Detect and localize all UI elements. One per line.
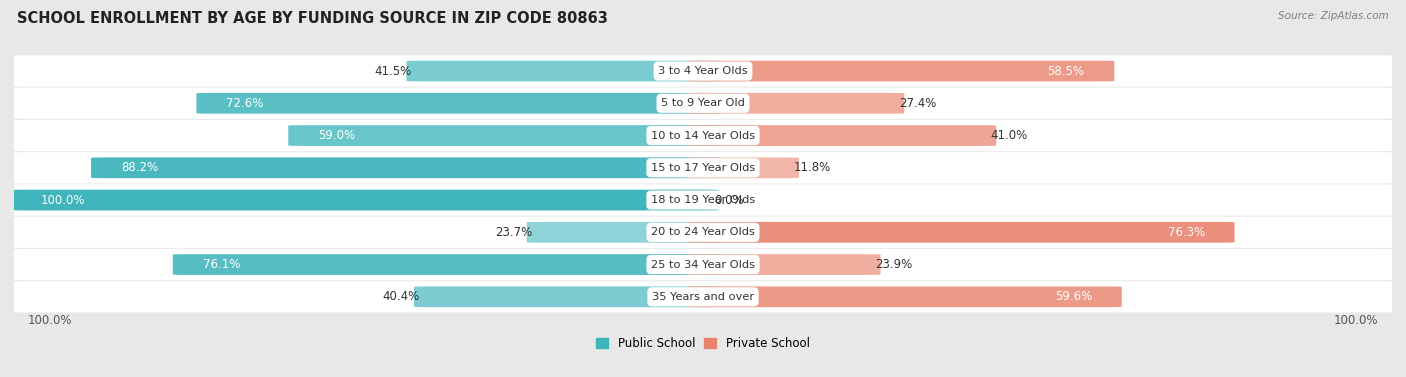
FancyBboxPatch shape: [406, 61, 720, 81]
Text: 5 to 9 Year Old: 5 to 9 Year Old: [661, 98, 745, 108]
Text: 23.9%: 23.9%: [875, 258, 912, 271]
Text: 41.5%: 41.5%: [374, 64, 412, 78]
FancyBboxPatch shape: [7, 152, 1399, 184]
FancyBboxPatch shape: [288, 125, 720, 146]
Text: 76.3%: 76.3%: [1167, 226, 1205, 239]
Legend: Public School, Private School: Public School, Private School: [592, 332, 814, 355]
Text: 27.4%: 27.4%: [898, 97, 936, 110]
Text: Source: ZipAtlas.com: Source: ZipAtlas.com: [1278, 11, 1389, 21]
Text: 0.0%: 0.0%: [714, 193, 744, 207]
FancyBboxPatch shape: [7, 55, 1399, 87]
Text: 76.1%: 76.1%: [202, 258, 240, 271]
FancyBboxPatch shape: [686, 287, 1122, 307]
FancyBboxPatch shape: [686, 93, 904, 114]
FancyBboxPatch shape: [173, 254, 720, 275]
Text: 23.7%: 23.7%: [495, 226, 531, 239]
FancyBboxPatch shape: [7, 184, 1399, 216]
Text: 72.6%: 72.6%: [226, 97, 263, 110]
Text: 35 Years and over: 35 Years and over: [652, 292, 754, 302]
Text: 3 to 4 Year Olds: 3 to 4 Year Olds: [658, 66, 748, 76]
FancyBboxPatch shape: [686, 61, 1115, 81]
Text: 59.6%: 59.6%: [1054, 290, 1092, 303]
FancyBboxPatch shape: [686, 125, 995, 146]
FancyBboxPatch shape: [7, 87, 1399, 119]
Text: SCHOOL ENROLLMENT BY AGE BY FUNDING SOURCE IN ZIP CODE 80863: SCHOOL ENROLLMENT BY AGE BY FUNDING SOUR…: [17, 11, 607, 26]
FancyBboxPatch shape: [686, 158, 799, 178]
FancyBboxPatch shape: [686, 222, 1234, 243]
FancyBboxPatch shape: [7, 217, 1399, 248]
FancyBboxPatch shape: [413, 287, 720, 307]
Text: 41.0%: 41.0%: [991, 129, 1028, 142]
FancyBboxPatch shape: [11, 190, 720, 210]
FancyBboxPatch shape: [91, 158, 720, 178]
Text: 11.8%: 11.8%: [793, 161, 831, 174]
FancyBboxPatch shape: [527, 222, 720, 243]
FancyBboxPatch shape: [7, 281, 1399, 313]
Text: 88.2%: 88.2%: [121, 161, 157, 174]
Text: 10 to 14 Year Olds: 10 to 14 Year Olds: [651, 130, 755, 141]
Text: 100.0%: 100.0%: [41, 193, 86, 207]
Text: 20 to 24 Year Olds: 20 to 24 Year Olds: [651, 227, 755, 237]
FancyBboxPatch shape: [686, 254, 880, 275]
FancyBboxPatch shape: [7, 249, 1399, 280]
Text: 15 to 17 Year Olds: 15 to 17 Year Olds: [651, 163, 755, 173]
Text: 18 to 19 Year Olds: 18 to 19 Year Olds: [651, 195, 755, 205]
Text: 40.4%: 40.4%: [382, 290, 419, 303]
Text: 100.0%: 100.0%: [1334, 314, 1378, 328]
Text: 59.0%: 59.0%: [318, 129, 356, 142]
Text: 25 to 34 Year Olds: 25 to 34 Year Olds: [651, 259, 755, 270]
Text: 58.5%: 58.5%: [1047, 64, 1084, 78]
Text: 100.0%: 100.0%: [28, 314, 72, 328]
FancyBboxPatch shape: [197, 93, 720, 114]
FancyBboxPatch shape: [7, 120, 1399, 151]
